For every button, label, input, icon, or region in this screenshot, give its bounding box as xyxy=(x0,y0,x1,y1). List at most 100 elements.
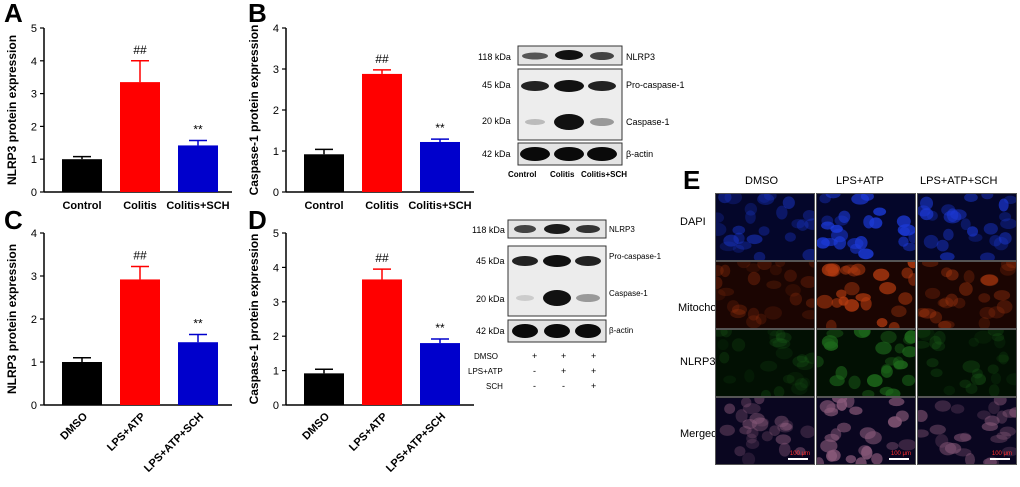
cell-blob xyxy=(1000,262,1016,272)
cell-blob xyxy=(731,338,746,352)
bar xyxy=(120,82,160,192)
cell-blob xyxy=(804,218,814,230)
cell-blob xyxy=(850,243,862,254)
cell-blob xyxy=(735,409,748,423)
y-tick-label: 3 xyxy=(273,64,279,76)
blot-b-protein-2: Pro-caspase-1 xyxy=(626,80,685,90)
cell-blob xyxy=(769,337,788,348)
cell-blob xyxy=(794,447,806,456)
significance-marker: ## xyxy=(375,52,389,66)
x-tick-label: Colitis+SCH xyxy=(166,200,229,212)
cell-blob xyxy=(998,198,1009,212)
cell-blob xyxy=(758,194,771,203)
blot-d-treatment-3: SCH xyxy=(486,382,503,391)
cell-blob xyxy=(799,377,811,389)
cell-blob xyxy=(786,371,804,386)
cell-blob xyxy=(825,319,837,328)
western-blot-d: 118 kDa 45 kDa 20 kDa 42 kDa NLRP3 Pro-c… xyxy=(468,216,685,396)
cell-blob xyxy=(736,241,752,250)
cell-blob xyxy=(848,375,861,390)
blot-d-protein-1: NLRP3 xyxy=(609,225,635,234)
cell-blob xyxy=(991,333,1005,342)
cell-blob xyxy=(1005,262,1016,269)
panel-letter-a: A xyxy=(4,0,23,28)
cell-blob xyxy=(742,452,756,464)
micrograph-image xyxy=(816,329,916,397)
cell-blob xyxy=(757,194,775,205)
cell-blob xyxy=(719,241,737,252)
micrograph-image: 100 μm xyxy=(715,397,815,465)
y-tick-label: 2 xyxy=(31,314,37,326)
cell-blob xyxy=(996,410,1008,424)
cell-blob xyxy=(933,330,946,345)
scale-bar-label: 100 μm xyxy=(789,451,810,457)
significance-marker: ** xyxy=(435,121,445,135)
cell-blob xyxy=(775,434,792,445)
cell-blob xyxy=(885,388,901,396)
micrograph-cells xyxy=(817,262,915,328)
cell-blob xyxy=(844,282,860,296)
blot-d-protein-2: Pro-caspase-1 xyxy=(609,252,662,261)
cell-blob xyxy=(824,264,841,277)
y-tick-label: 0 xyxy=(273,187,279,199)
cell-blob xyxy=(732,244,745,253)
cell-blob xyxy=(758,226,770,236)
micrograph-image xyxy=(917,329,1017,397)
cell-blob xyxy=(777,422,794,433)
cell-blob xyxy=(769,330,780,344)
x-tick-label: Control xyxy=(304,200,343,212)
cell-blob xyxy=(845,455,857,464)
cell-blob xyxy=(802,209,814,221)
micrograph-col-lps-atp-sch: LPS+ATP+SCH xyxy=(920,175,998,187)
cell-blob xyxy=(918,429,929,438)
cell-blob xyxy=(855,457,867,464)
micrograph-image xyxy=(917,193,1017,261)
blot-b-kda-3: 20 kDa xyxy=(482,116,511,126)
y-tick-label: 4 xyxy=(31,56,37,68)
cell-blob xyxy=(926,358,939,368)
cell-blob xyxy=(898,439,915,451)
y-tick-label: 3 xyxy=(31,271,37,283)
cell-blob xyxy=(1000,218,1016,230)
cell-blob xyxy=(881,364,892,374)
cell-blob xyxy=(821,263,839,277)
cell-blob xyxy=(922,262,939,268)
blot-d-mark: + xyxy=(532,351,538,361)
cell-blob xyxy=(764,194,777,201)
cell-blob xyxy=(931,341,946,352)
cell-blob xyxy=(727,300,740,313)
cell-blob xyxy=(965,452,976,464)
cell-blob xyxy=(723,234,739,247)
cell-blob xyxy=(939,252,955,260)
cell-blob xyxy=(802,248,814,260)
cell-blob xyxy=(716,212,725,224)
scale-bar-label: 100 μm xyxy=(890,451,911,457)
significance-marker: ** xyxy=(193,123,203,137)
cell-blob xyxy=(919,308,937,319)
cell-blob xyxy=(939,442,957,456)
micrograph-image xyxy=(816,193,916,261)
cell-blob xyxy=(971,368,983,379)
cell-blob xyxy=(924,287,941,300)
cell-blob xyxy=(988,401,1000,415)
cell-blob xyxy=(836,422,852,433)
blot-b-protein-1: NLRP3 xyxy=(626,52,656,62)
cell-blob xyxy=(724,403,736,415)
cell-blob xyxy=(716,276,723,290)
cell-blob xyxy=(782,196,795,210)
y-tick-label: 3 xyxy=(31,89,37,101)
cell-blob xyxy=(983,222,998,235)
micrograph-cells xyxy=(817,330,915,396)
cell-blob xyxy=(860,194,874,201)
x-tick-label: LPS+ATP+SCH xyxy=(142,411,206,475)
cell-blob xyxy=(980,274,999,287)
cell-blob xyxy=(785,284,801,297)
cell-blob xyxy=(939,297,954,309)
cell-blob xyxy=(850,263,866,276)
cell-blob xyxy=(965,383,978,394)
cell-blob xyxy=(751,417,769,432)
micrograph-image xyxy=(816,261,916,329)
cell-blob xyxy=(791,382,808,395)
cell-blob xyxy=(760,389,771,396)
y-tick-label: 0 xyxy=(273,400,279,412)
